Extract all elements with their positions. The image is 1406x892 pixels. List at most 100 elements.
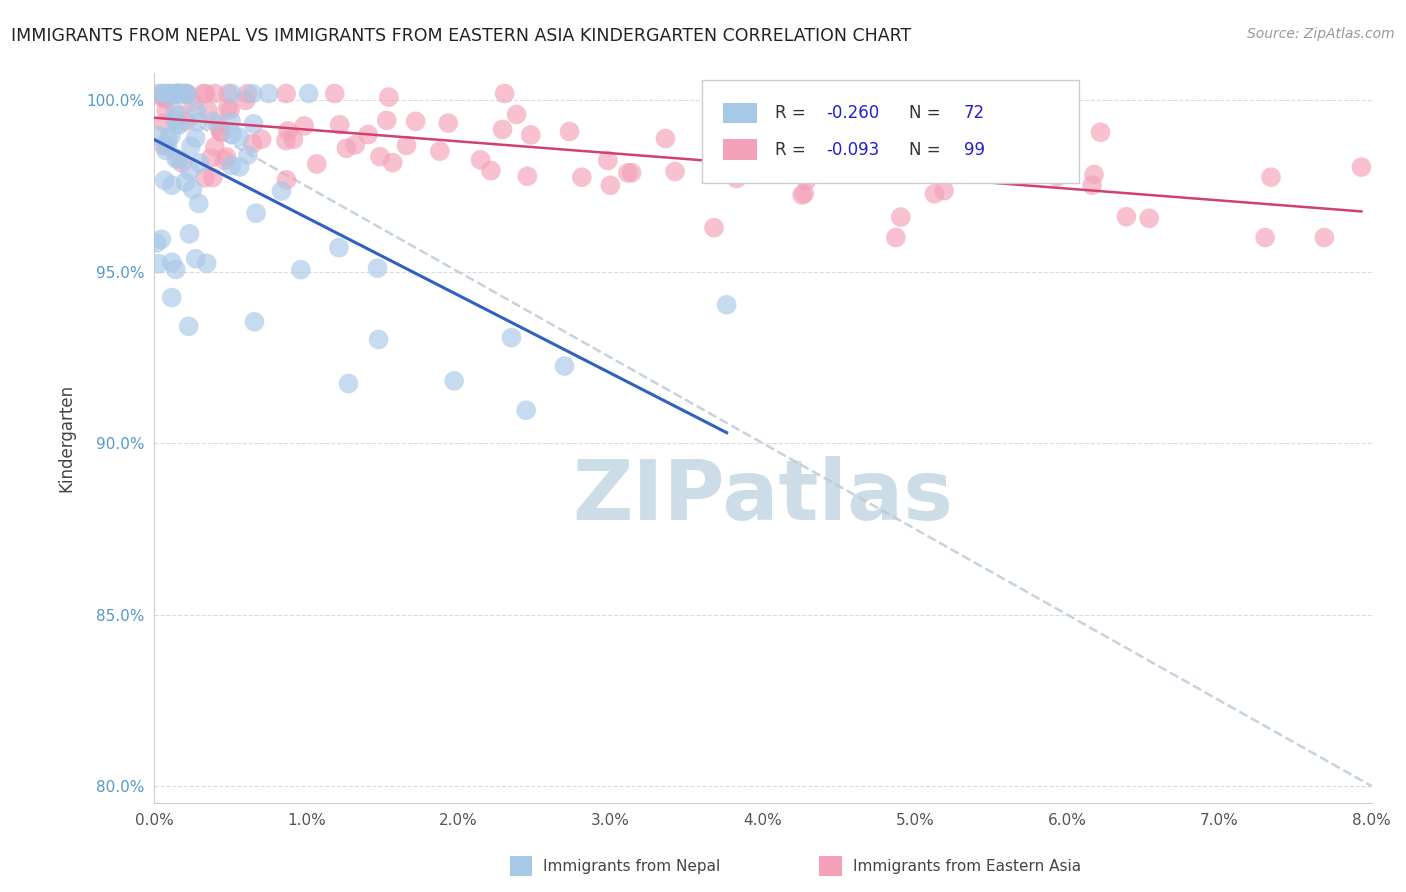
Point <box>174 114 197 128</box>
Point <box>824 145 846 159</box>
Point <box>194 170 217 185</box>
Text: ZIPatlas: ZIPatlas <box>572 456 953 537</box>
Point <box>501 331 523 345</box>
Point <box>153 173 176 187</box>
Point <box>443 374 465 388</box>
Point <box>890 210 912 224</box>
Point <box>242 87 264 101</box>
Point <box>236 148 259 162</box>
Text: 72: 72 <box>963 104 984 122</box>
Text: -0.260: -0.260 <box>827 104 879 122</box>
Point <box>150 90 173 104</box>
Point <box>245 206 267 220</box>
Point <box>180 139 202 153</box>
Point <box>170 87 193 101</box>
Point <box>201 170 224 185</box>
Point <box>209 124 232 138</box>
Point <box>214 153 236 168</box>
Y-axis label: Kindergarten: Kindergarten <box>58 384 75 492</box>
Text: N =: N = <box>908 141 946 159</box>
Point <box>855 142 877 156</box>
Point <box>243 315 266 329</box>
FancyBboxPatch shape <box>723 139 756 160</box>
Point <box>174 175 197 189</box>
Point <box>228 160 250 174</box>
Point <box>217 101 239 115</box>
Point <box>153 116 176 130</box>
Point <box>664 164 686 178</box>
Point <box>215 150 238 164</box>
Point <box>176 87 198 102</box>
Point <box>367 333 389 347</box>
Point <box>242 117 264 131</box>
Point <box>219 114 242 128</box>
Point <box>796 173 818 187</box>
Point <box>228 130 250 145</box>
Point <box>298 87 321 101</box>
Text: R =: R = <box>775 104 811 122</box>
Point <box>323 87 346 101</box>
Point <box>163 112 186 127</box>
Text: N =: N = <box>908 104 946 122</box>
Point <box>150 232 173 246</box>
Point <box>173 87 195 101</box>
Point <box>153 138 176 153</box>
Point <box>174 87 197 101</box>
Point <box>221 87 243 101</box>
Point <box>155 103 177 118</box>
Point <box>157 87 180 101</box>
Point <box>617 166 640 180</box>
Point <box>236 87 259 101</box>
Point <box>167 87 190 101</box>
Point <box>884 230 907 244</box>
Text: R =: R = <box>775 141 811 159</box>
Point <box>166 87 188 101</box>
Point <box>747 136 769 151</box>
Point <box>148 87 170 101</box>
Point <box>924 186 946 201</box>
Point <box>277 124 299 138</box>
Point <box>204 140 226 154</box>
Point <box>806 155 828 169</box>
Point <box>283 132 305 146</box>
Point <box>169 87 191 101</box>
Point <box>596 153 619 168</box>
Point <box>188 156 211 170</box>
Point <box>716 298 738 312</box>
Point <box>181 95 204 110</box>
Point <box>194 87 217 101</box>
Point <box>654 131 676 145</box>
Point <box>155 144 177 158</box>
Point <box>170 87 193 101</box>
Point <box>337 376 360 391</box>
Point <box>1081 178 1104 193</box>
Point <box>703 220 725 235</box>
Point <box>1046 169 1069 184</box>
Point <box>730 159 752 173</box>
Point <box>211 125 233 139</box>
Point <box>932 184 955 198</box>
Point <box>713 87 735 101</box>
Point <box>329 118 352 132</box>
Text: Immigrants from Eastern Asia: Immigrants from Eastern Asia <box>853 859 1081 873</box>
Point <box>195 256 218 270</box>
Point <box>305 157 328 171</box>
Point <box>166 87 188 101</box>
Point <box>150 87 173 101</box>
Point <box>257 87 280 101</box>
Point <box>181 182 204 196</box>
Point <box>219 103 242 117</box>
Point <box>553 359 575 373</box>
Point <box>470 153 492 167</box>
Text: IMMIGRANTS FROM NEPAL VS IMMIGRANTS FROM EASTERN ASIA KINDERGARTEN CORRELATION C: IMMIGRANTS FROM NEPAL VS IMMIGRANTS FROM… <box>11 27 911 45</box>
Point <box>173 87 195 101</box>
Point <box>381 155 404 169</box>
Point <box>204 87 226 101</box>
Point <box>156 87 179 101</box>
Point <box>790 188 813 202</box>
Point <box>165 87 187 101</box>
Point <box>160 128 183 143</box>
Text: -0.093: -0.093 <box>827 141 879 159</box>
Point <box>328 241 350 255</box>
Point <box>437 116 460 130</box>
